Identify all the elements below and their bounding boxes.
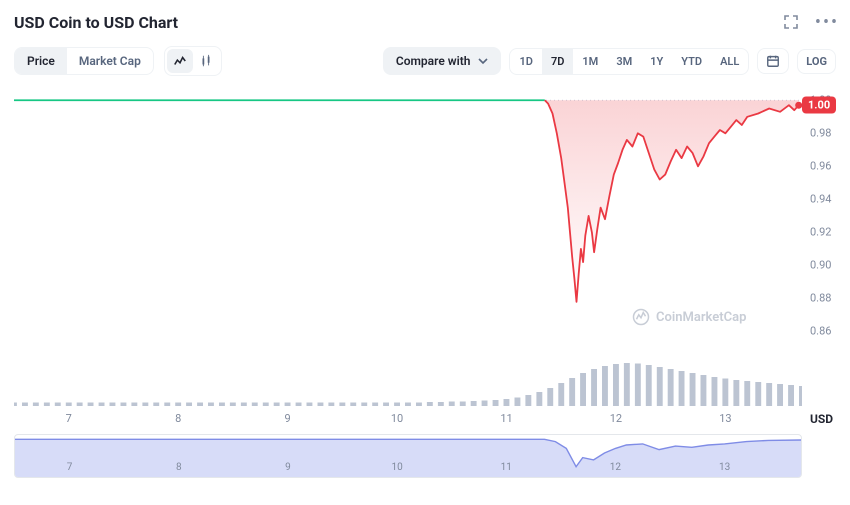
- range-3m[interactable]: 3M: [607, 49, 641, 74]
- range-7d[interactable]: 7D: [542, 49, 573, 74]
- chart-style-toggle: [164, 46, 222, 76]
- range-1d[interactable]: 1D: [510, 49, 541, 74]
- range-ytd[interactable]: YTD: [672, 49, 711, 74]
- range-all[interactable]: ALL: [711, 49, 748, 74]
- minimap-x-tick: 13: [719, 462, 730, 473]
- minimap-x-tick: 9: [285, 462, 291, 473]
- current-price-badge: 1.00: [802, 97, 836, 114]
- tab-market-cap[interactable]: Market Cap: [67, 48, 153, 74]
- calendar-icon: [766, 54, 780, 68]
- x-tick: 12: [610, 412, 622, 425]
- page-title: USD Coin to USD Chart: [14, 13, 178, 32]
- plot-svg[interactable]: [14, 88, 802, 410]
- more-icon[interactable]: •••: [818, 13, 836, 31]
- x-tick: 13: [719, 412, 731, 425]
- range-1m[interactable]: 1M: [573, 49, 607, 74]
- currency-label: USD: [810, 412, 833, 426]
- minimap-x-tick: 12: [610, 462, 621, 473]
- y-tick: 0.86: [810, 325, 831, 338]
- y-tick: 0.90: [810, 259, 831, 272]
- y-axis: 1.000.980.960.940.920.900.880.861.00: [802, 88, 850, 410]
- scale-toggle[interactable]: LOG: [797, 49, 836, 74]
- price-chart: 1.000.980.960.940.920.900.880.861.00 Coi…: [14, 88, 836, 410]
- coinmarketcap-logo-icon: [632, 308, 650, 326]
- x-tick: 10: [391, 412, 403, 425]
- compare-label: Compare with: [396, 54, 471, 68]
- y-tick: 0.96: [810, 160, 831, 173]
- x-tick: 8: [175, 412, 181, 425]
- minimap-x-tick: 7: [67, 462, 73, 473]
- expand-icon[interactable]: [782, 13, 800, 31]
- y-tick: 0.92: [810, 226, 831, 239]
- candlestick-icon[interactable]: [193, 49, 219, 73]
- range-1y[interactable]: 1Y: [641, 49, 672, 74]
- x-tick: 9: [285, 412, 291, 425]
- y-tick: 0.98: [810, 127, 831, 140]
- chevron-down-icon: [478, 56, 488, 66]
- minimap-x-tick: 8: [176, 462, 182, 473]
- line-chart-icon[interactable]: [167, 49, 193, 73]
- y-tick: 0.88: [810, 292, 831, 305]
- minimap[interactable]: 7 8 9 10 11 12 13: [14, 434, 802, 478]
- compare-button[interactable]: Compare with: [383, 47, 502, 75]
- calendar-button[interactable]: [757, 48, 789, 74]
- x-tick: 11: [500, 412, 512, 425]
- x-axis: 7 8 9 10 11 12 13: [14, 410, 802, 430]
- y-tick: 0.94: [810, 193, 831, 206]
- header: USD Coin to USD Chart •••: [14, 8, 836, 36]
- minimap-x-tick: 10: [391, 462, 402, 473]
- toolbar: PriceMarket Cap Compare with 1D7D1M3M1YY…: [14, 46, 836, 76]
- watermark: CoinMarketCap: [632, 308, 746, 326]
- range-toggle: 1D7D1M3M1YYTDALL: [509, 48, 749, 75]
- view-toggle: PriceMarket Cap: [14, 47, 154, 75]
- tab-price[interactable]: Price: [15, 48, 67, 74]
- x-tick: 7: [66, 412, 72, 425]
- minimap-x-tick: 11: [501, 462, 512, 473]
